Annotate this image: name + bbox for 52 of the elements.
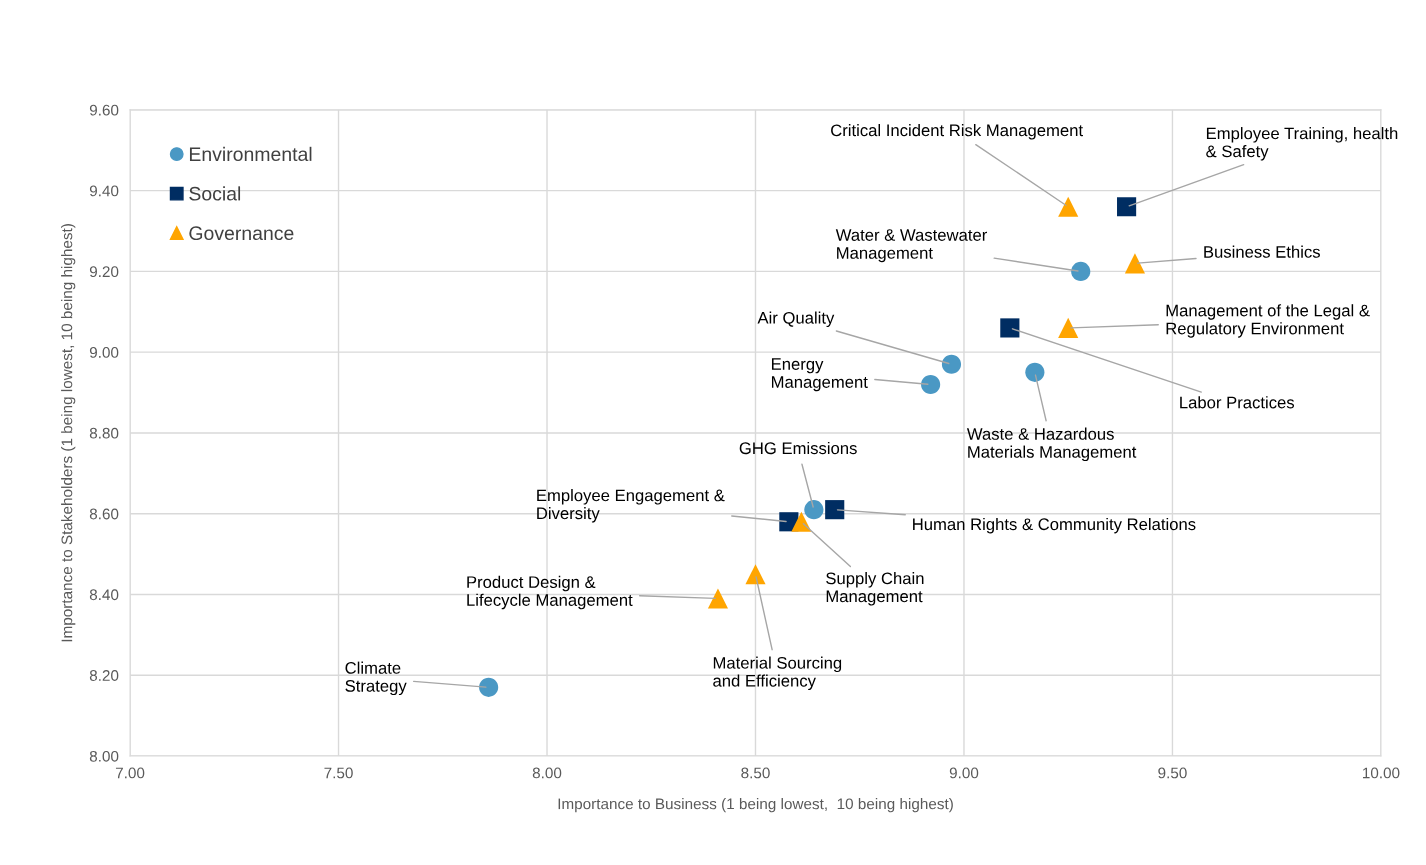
annotation: Labor Practices — [1180, 396, 1295, 409]
annotation: Management of the Legal & Regulatory Environment — [1166, 304, 1370, 338]
point — [941, 354, 962, 374]
annotation: Climate Strategy — [345, 661, 407, 696]
x-tick-label: 9.00 — [949, 767, 979, 779]
point — [1124, 253, 1145, 274]
point — [825, 500, 845, 520]
x-axis-title: Importance to Business (1 being lowest, 10 being highest) — [558, 798, 953, 813]
annotation: Business Ethics — [1204, 245, 1320, 258]
y-tick-label: 8.40 — [89, 589, 119, 601]
x-tick-label: 9.50 — [1158, 767, 1187, 779]
annotation: Employee Training, health & Safety — [1206, 127, 1398, 161]
point — [479, 677, 499, 697]
point — [1117, 197, 1137, 217]
x-tick-label: 10.00 — [1362, 767, 1400, 779]
point — [1071, 261, 1091, 281]
legend-label: Environmental — [189, 146, 312, 162]
legend-label: Social — [189, 186, 241, 201]
y-tick-label: 9.60 — [89, 104, 119, 116]
y-tick-label: 8.80 — [89, 427, 119, 439]
point — [1058, 317, 1079, 338]
x-tick-label: 8.00 — [532, 767, 562, 779]
legend-label: Governance — [189, 226, 294, 241]
point — [791, 511, 812, 532]
point — [804, 500, 824, 520]
point — [921, 374, 941, 395]
y-tick-label: 9.20 — [89, 266, 119, 278]
x-tick-label: 8.50 — [741, 767, 770, 779]
y-axis-title: Importance to Stakeholders (1 being lowest, 10 being highest) — [61, 224, 76, 642]
annotation: Supply Chain Management — [826, 572, 924, 606]
y-tick-label: 8.60 — [89, 508, 119, 520]
y-tick-label: 9.40 — [89, 185, 119, 197]
annotation: Waste & Hazardous Materials Management — [966, 427, 1137, 462]
point — [1000, 318, 1020, 338]
annotation: Product Design & Lifecycle Management — [467, 575, 633, 610]
annotation: Human Rights & Community Relations — [913, 517, 1196, 534]
x-tick-label: 7.50 — [324, 767, 353, 779]
annotation: GHG Emissions — [739, 441, 857, 455]
y-tick-label: 9.00 — [89, 347, 119, 358]
annotation: Material Sourcing and Efficiency — [713, 656, 842, 691]
point — [707, 588, 729, 609]
annotation: Employee Engagement & Diversity — [537, 489, 725, 523]
annotation: Air Quality — [757, 311, 835, 328]
point — [1058, 196, 1079, 217]
annotation: Critical Incident Risk Management — [831, 124, 1083, 140]
point — [1025, 362, 1045, 382]
annotation: Water & Wastewater Management — [835, 229, 988, 263]
point — [745, 564, 766, 585]
x-tick-label: 7.00 — [115, 767, 145, 779]
annotation: Energy Management — [771, 358, 868, 392]
y-tick-label: 8.20 — [89, 670, 119, 681]
y-tick-label: 8.00 — [89, 750, 119, 762]
